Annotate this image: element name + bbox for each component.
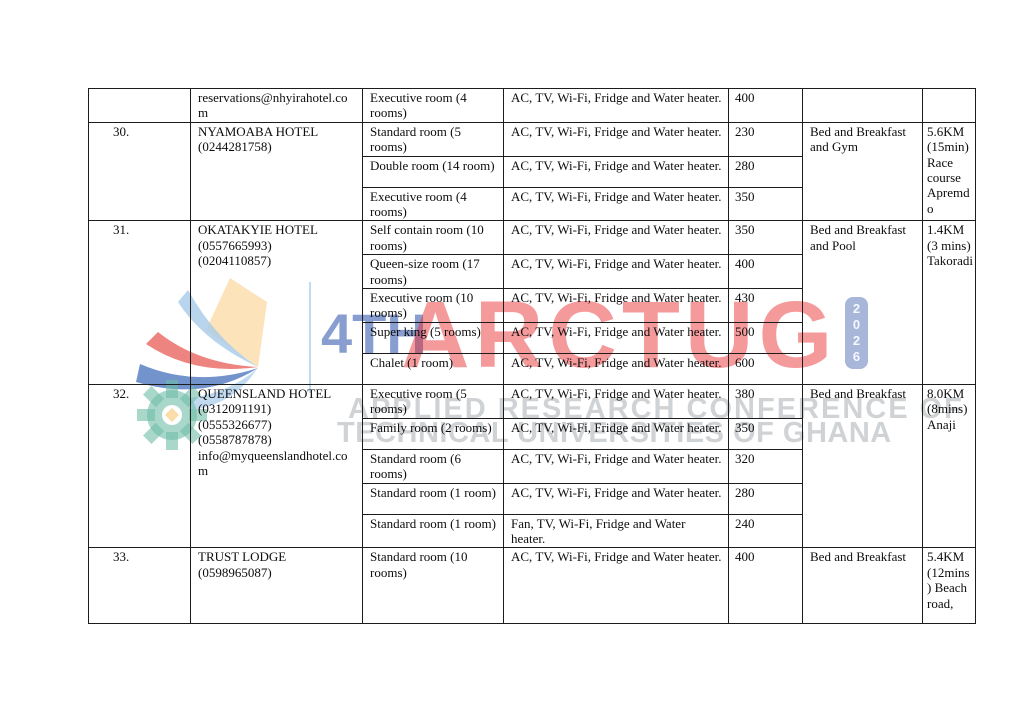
cell-number: 30. — [88, 121, 191, 222]
cell-price: 320 — [728, 448, 803, 484]
table-row: 31. OKATAKYIE HOTEL (0557665993) (020411085… — [88, 220, 976, 385]
cell-number: 31. — [88, 220, 191, 385]
table-row: 30. NYAMOABA HOTEL (0244281758) Standard ro… — [88, 121, 976, 222]
hotel-name-line: (0312091191) — [198, 401, 272, 417]
cell-price: 350 — [728, 220, 803, 256]
hotel-name-line: (0557665993) — [198, 237, 272, 253]
hotel-name-line: (0555326677) — [198, 416, 272, 432]
cell-number: 33. — [88, 547, 191, 625]
cell-amenities: AC, TV, Wi-Fi, Fridge and Water heater. — [503, 254, 729, 290]
cell-distance — [922, 88, 976, 123]
cell-room-type: Chalet (1 room) — [362, 352, 504, 385]
cell-amenities: AC, TV, Wi-Fi, Fridge and Water heater. — [503, 88, 729, 123]
cell-hotel: NYAMOABA HOTEL (0244281758) — [190, 121, 363, 222]
table-row: reservations@nhyirahotel.com Executive ro… — [88, 88, 976, 123]
hotels-table: reservations@nhyirahotel.com Executive ro… — [88, 88, 976, 625]
cell-room-type: Queen-size room (17 rooms) — [362, 254, 504, 290]
cell-amenities: AC, TV, Wi-Fi, Fridge and Water heater. — [503, 417, 729, 450]
cell-room-type: Standard room (5 rooms) — [362, 121, 504, 157]
cell-price: 380 — [728, 383, 803, 419]
table-row: Executive room (10 rooms) AC, TV, Wi-Fi, … — [89, 288, 976, 323]
cell-room-type: Self contain room (10 rooms) — [362, 220, 504, 256]
cell-services: Bed and Breakfast and Pool — [802, 220, 923, 385]
cell-price: 230 — [728, 121, 803, 157]
cell-price: 280 — [728, 482, 803, 515]
cell-number — [88, 88, 191, 123]
cell-room-type: Standard room (1 room) — [362, 513, 504, 549]
table-row: Standard room (6 rooms) AC, TV, Wi-Fi, Fr… — [89, 448, 976, 484]
cell-room-type: Executive room (10 rooms) — [362, 288, 504, 323]
cell-amenities: AC, TV, Wi-Fi, Fridge and Water heater. — [503, 352, 729, 385]
table-row: Queen-size room (17 rooms) AC, TV, Wi-Fi,… — [89, 254, 976, 290]
cell-room-type: Executive room (5 rooms) — [362, 383, 504, 419]
cell-amenities: AC, TV, Wi-Fi, Fridge and Water heater. — [503, 448, 729, 484]
cell-price: 430 — [728, 288, 803, 323]
cell-price: 500 — [728, 321, 803, 354]
cell-distance: 8.0KM (8mins) Anaji — [922, 383, 976, 549]
cell-amenities: AC, TV, Wi-Fi, Fridge and Water heater. — [503, 288, 729, 323]
cell-hotel: QUEENSLAND HOTEL (0312091191) (0555326677)… — [190, 383, 363, 549]
cell-price: 600 — [728, 352, 803, 385]
cell-amenities: AC, TV, Wi-Fi, Fridge and Water heater. — [503, 321, 729, 354]
cell-hotel: OKATAKYIE HOTEL (0557665993) (0204110857) — [190, 220, 363, 385]
hotel-name-line: NYAMOABA HOTEL — [198, 123, 319, 139]
hotel-name-line: (0204110857) — [198, 253, 272, 269]
table-row: Executive room (4 rooms) AC, TV, Wi-Fi, F… — [89, 186, 976, 222]
hotel-name-line: TRUST LODGE — [198, 549, 287, 565]
cell-hotel: reservations@nhyirahotel.com — [190, 88, 363, 123]
cell-room-type: Standard room (10 rooms) — [362, 547, 504, 625]
cell-amenities: AC, TV, Wi-Fi, Fridge and Water heater. — [503, 186, 729, 222]
cell-room-type: Family room (2 rooms) — [362, 417, 504, 450]
table-row: Chalet (1 room) AC, TV, Wi-Fi, Fridge and… — [89, 352, 976, 385]
cell-price: 400 — [728, 254, 803, 290]
cell-room-type: Super king (5 rooms) — [362, 321, 504, 354]
cell-amenities: AC, TV, Wi-Fi, Fridge and Water heater. — [503, 547, 729, 625]
hotels-table-body: reservations@nhyirahotel.com Executive ro… — [88, 88, 976, 625]
cell-amenities: AC, TV, Wi-Fi, Fridge and Water heater. — [503, 383, 729, 419]
cell-hotel: TRUST LODGE (0598965087) — [190, 547, 363, 625]
cell-services — [802, 88, 923, 123]
cell-services: Bed and Breakfast — [802, 547, 923, 625]
table-row: Super king (5 rooms) AC, TV, Wi-Fi, Fridg… — [89, 321, 976, 354]
cell-amenities: AC, TV, Wi-Fi, Fridge and Water heater. — [503, 482, 729, 515]
hotel-name-line: (0598965087) — [198, 564, 272, 580]
cell-amenities: AC, TV, Wi-Fi, Fridge and Water heater. — [503, 121, 729, 157]
cell-distance: 5.6KM (15min) Race course Apremdo — [922, 121, 976, 222]
table-row: 32. QUEENSLAND HOTEL (0312091191) (05553266… — [88, 383, 976, 549]
cell-room-type: Executive room (4 rooms) — [362, 186, 504, 222]
cell-price: 400 — [728, 547, 803, 625]
cell-price: 240 — [728, 513, 803, 549]
cell-price: 350 — [728, 186, 803, 222]
table-row: Double room (14 room) AC, TV, Wi-Fi, Frid… — [89, 155, 976, 188]
table-row: 33. TRUST LODGE (0598965087) Standard room … — [88, 547, 976, 625]
cell-amenities: AC, TV, Wi-Fi, Fridge and Water heater. — [503, 220, 729, 256]
hotel-name-line: (0244281758) — [198, 139, 272, 155]
cell-room-type: Double room (14 room) — [362, 155, 504, 188]
hotel-name-line: QUEENSLAND HOTEL — [198, 385, 332, 401]
cell-services: Bed and Breakfast and Gym — [802, 121, 923, 222]
cell-price: 400 — [728, 88, 803, 123]
cell-price: 350 — [728, 417, 803, 450]
cell-distance: 1.4KM (3 mins) Takoradi — [922, 220, 976, 385]
hotel-name-line: OKATAKYIE HOTEL — [198, 222, 318, 238]
cell-price: 280 — [728, 155, 803, 188]
hotel-name-line: (0558787878) — [198, 432, 272, 448]
hotel-name-line: reservations@nhyirahotel.com — [198, 90, 348, 121]
table-row: Family room (2 rooms) AC, TV, Wi-Fi, Frid… — [89, 417, 976, 450]
cell-room-type: Executive room (4 rooms) — [362, 88, 504, 123]
cell-amenities: Fan, TV, Wi-Fi, Fridge and Water heater. — [503, 513, 729, 549]
cell-number: 32. — [88, 383, 191, 549]
cell-room-type: Standard room (6 rooms) — [362, 448, 504, 484]
hotel-name-line: info@myqueenslandhotel.com — [198, 447, 348, 478]
cell-services: Bed and Breakfast — [802, 383, 923, 549]
table-row: Standard room (1 room) Fan, TV, Wi-Fi, Fr… — [89, 513, 976, 549]
cell-distance: 5.4KM (12mins) Beach road, — [922, 547, 976, 625]
cell-amenities: AC, TV, Wi-Fi, Fridge and Water heater. — [503, 155, 729, 188]
cell-room-type: Standard room (1 room) — [362, 482, 504, 515]
table-row: Standard room (1 room) AC, TV, Wi-Fi, Fri… — [89, 482, 976, 515]
